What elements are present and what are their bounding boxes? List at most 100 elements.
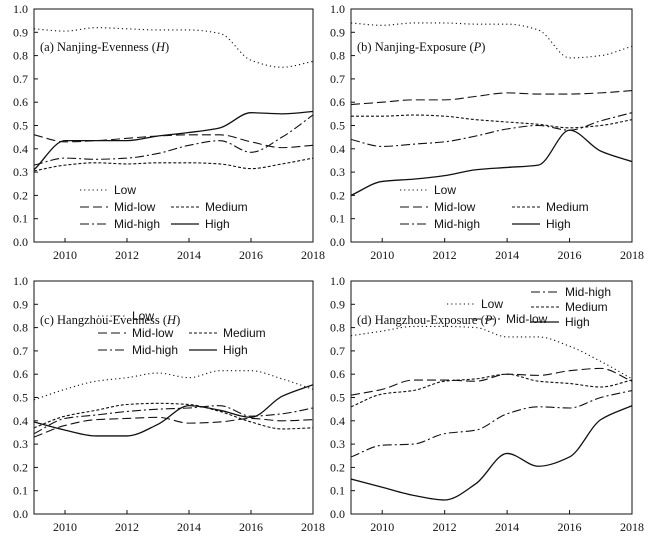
series-line-low bbox=[351, 22, 632, 59]
y-tick-label: 0.8 bbox=[330, 321, 345, 335]
series-lines bbox=[34, 370, 313, 438]
series-line-high bbox=[34, 110, 313, 171]
series-line-mid-low bbox=[351, 90, 632, 106]
legend-label: Mid-low bbox=[114, 200, 156, 214]
x-tick-label: 2012 bbox=[115, 520, 139, 534]
series-line-medium bbox=[351, 114, 632, 129]
y-tick-label: 0.2 bbox=[13, 188, 28, 202]
y-tick-label: 0.6 bbox=[13, 367, 28, 381]
y-tick-label: 1.0 bbox=[330, 274, 345, 288]
y-tick-label: 0.5 bbox=[13, 119, 28, 133]
x-tick-label: 2010 bbox=[370, 248, 394, 262]
y-tick-label: 0.2 bbox=[330, 460, 345, 474]
y-tick-label: 0.3 bbox=[330, 437, 345, 451]
x-tick-label: 2010 bbox=[370, 520, 394, 534]
x-tick-label: 2016 bbox=[558, 520, 582, 534]
legend-label: Mid-high bbox=[114, 217, 160, 231]
legend-item: Medium bbox=[171, 200, 248, 214]
legend-item: Mid-low bbox=[80, 200, 156, 214]
legend: Low Mid-low Medium Mid-high High bbox=[98, 309, 266, 357]
y-tick-label: 0.1 bbox=[13, 484, 28, 498]
chart-panel-1: 0.0 0.1 0.2 0.3 0.4 0.5 0.6 0.7 0.8 0.9 1.0 2010 201… bbox=[13, 2, 325, 262]
series-line-low bbox=[34, 370, 313, 401]
legend-item: Medium bbox=[189, 326, 266, 340]
x-tick-label: 2012 bbox=[115, 248, 139, 262]
y-tick-label: 0.8 bbox=[13, 49, 28, 63]
legend-label: Low bbox=[114, 183, 136, 197]
legend-label: Low bbox=[434, 183, 456, 197]
y-tick-label: 0.6 bbox=[13, 95, 28, 109]
panel-title: (c) Hangzhou-Evenness (H) bbox=[40, 313, 180, 327]
series-line-mid-low bbox=[351, 367, 632, 396]
y-tick-label: 0.9 bbox=[13, 25, 28, 39]
y-tick-label: 0.2 bbox=[13, 460, 28, 474]
y-tick-label: 0.6 bbox=[330, 367, 345, 381]
x-tick-label: 2014 bbox=[495, 520, 519, 534]
x-tick-label: 2010 bbox=[53, 520, 77, 534]
series-line-mid-low bbox=[34, 134, 313, 149]
series-line-mid-high bbox=[34, 405, 313, 435]
y-tick-label: 0.4 bbox=[330, 142, 345, 156]
x-tick-label: 2018 bbox=[620, 248, 644, 262]
y-tick-label: 0.0 bbox=[330, 507, 345, 521]
y-tick-label: 1.0 bbox=[13, 2, 28, 16]
series-line-mid-high bbox=[351, 112, 632, 148]
series-line-medium bbox=[34, 157, 313, 172]
panel-title: (b) Nanjing-Exposure (P) bbox=[357, 40, 485, 54]
y-tick-label: 0.1 bbox=[330, 484, 345, 498]
legend-item: High bbox=[189, 343, 248, 357]
chart-panel-3: 0.0 0.1 0.2 0.3 0.4 0.5 0.6 0.7 0.8 0.9 1.0 2010 201… bbox=[13, 274, 325, 534]
legend-label: Low bbox=[132, 309, 154, 323]
y-tick-label: 0.1 bbox=[330, 212, 345, 226]
x-tick-label: 2018 bbox=[301, 248, 325, 262]
legend-item: Mid-high bbox=[80, 217, 160, 231]
y-tick-label: 0.3 bbox=[13, 165, 28, 179]
series-line-low bbox=[351, 325, 632, 380]
x-tick-label: 2018 bbox=[301, 520, 325, 534]
legend-label: High bbox=[223, 343, 248, 357]
y-tick-label: 0.7 bbox=[13, 72, 28, 86]
legend-label: Medium bbox=[546, 200, 589, 214]
y-tick-label: 0.4 bbox=[330, 414, 345, 428]
x-tick-label: 2012 bbox=[433, 248, 457, 262]
x-tick-label: 2016 bbox=[239, 520, 263, 534]
x-tick-label: 2010 bbox=[53, 248, 77, 262]
x-tick-label: 2014 bbox=[495, 248, 519, 262]
legend-label: Mid-high bbox=[565, 285, 611, 299]
panel-title: (a) Nanjing-Evenness (H) bbox=[40, 40, 169, 54]
series-line-mid-high bbox=[351, 389, 632, 458]
legend: Low Mid-low Medium Mid-high High bbox=[80, 183, 248, 231]
series-line-mid-high bbox=[34, 114, 313, 166]
y-tick-label: 0.5 bbox=[330, 391, 345, 405]
series-line-low bbox=[34, 27, 313, 68]
y-tick-label: 0.6 bbox=[330, 95, 345, 109]
y-tick-label: 0.5 bbox=[13, 391, 28, 405]
y-tick-label: 0.0 bbox=[13, 507, 28, 521]
y-tick-label: 0.0 bbox=[330, 235, 345, 249]
series-line-high bbox=[351, 405, 632, 501]
y-tick-label: 0.7 bbox=[13, 344, 28, 358]
legend-item: Medium bbox=[512, 200, 589, 214]
y-tick-label: 0.8 bbox=[13, 321, 28, 335]
series-lines bbox=[34, 27, 313, 172]
legend-item: Medium bbox=[531, 300, 608, 314]
y-tick-label: 0.1 bbox=[13, 212, 28, 226]
legend: Low Mid-low Medium Mid-high High bbox=[400, 183, 589, 231]
panel-title: (d) Hangzhou-Exposure (P) bbox=[357, 313, 497, 327]
legend-label: High bbox=[565, 315, 590, 329]
chart-panel-2: 0.0 0.1 0.2 0.3 0.4 0.5 0.6 0.7 0.8 0.9 1.0 2010 201… bbox=[330, 2, 644, 262]
legend-label: Medium bbox=[205, 200, 248, 214]
legend-item: High bbox=[512, 217, 571, 231]
legend-label: Mid-low bbox=[132, 326, 174, 340]
y-tick-label: 0.3 bbox=[330, 165, 345, 179]
y-tick-label: 0.7 bbox=[330, 344, 345, 358]
series-line-medium bbox=[34, 402, 313, 430]
y-tick-label: 0.9 bbox=[330, 297, 345, 311]
y-tick-label: 0.4 bbox=[13, 414, 28, 428]
x-tick-label: 2016 bbox=[558, 248, 582, 262]
y-tick-label: 1.0 bbox=[330, 2, 345, 16]
legend-item: Low bbox=[400, 183, 456, 197]
legend-item: Low bbox=[80, 183, 136, 197]
